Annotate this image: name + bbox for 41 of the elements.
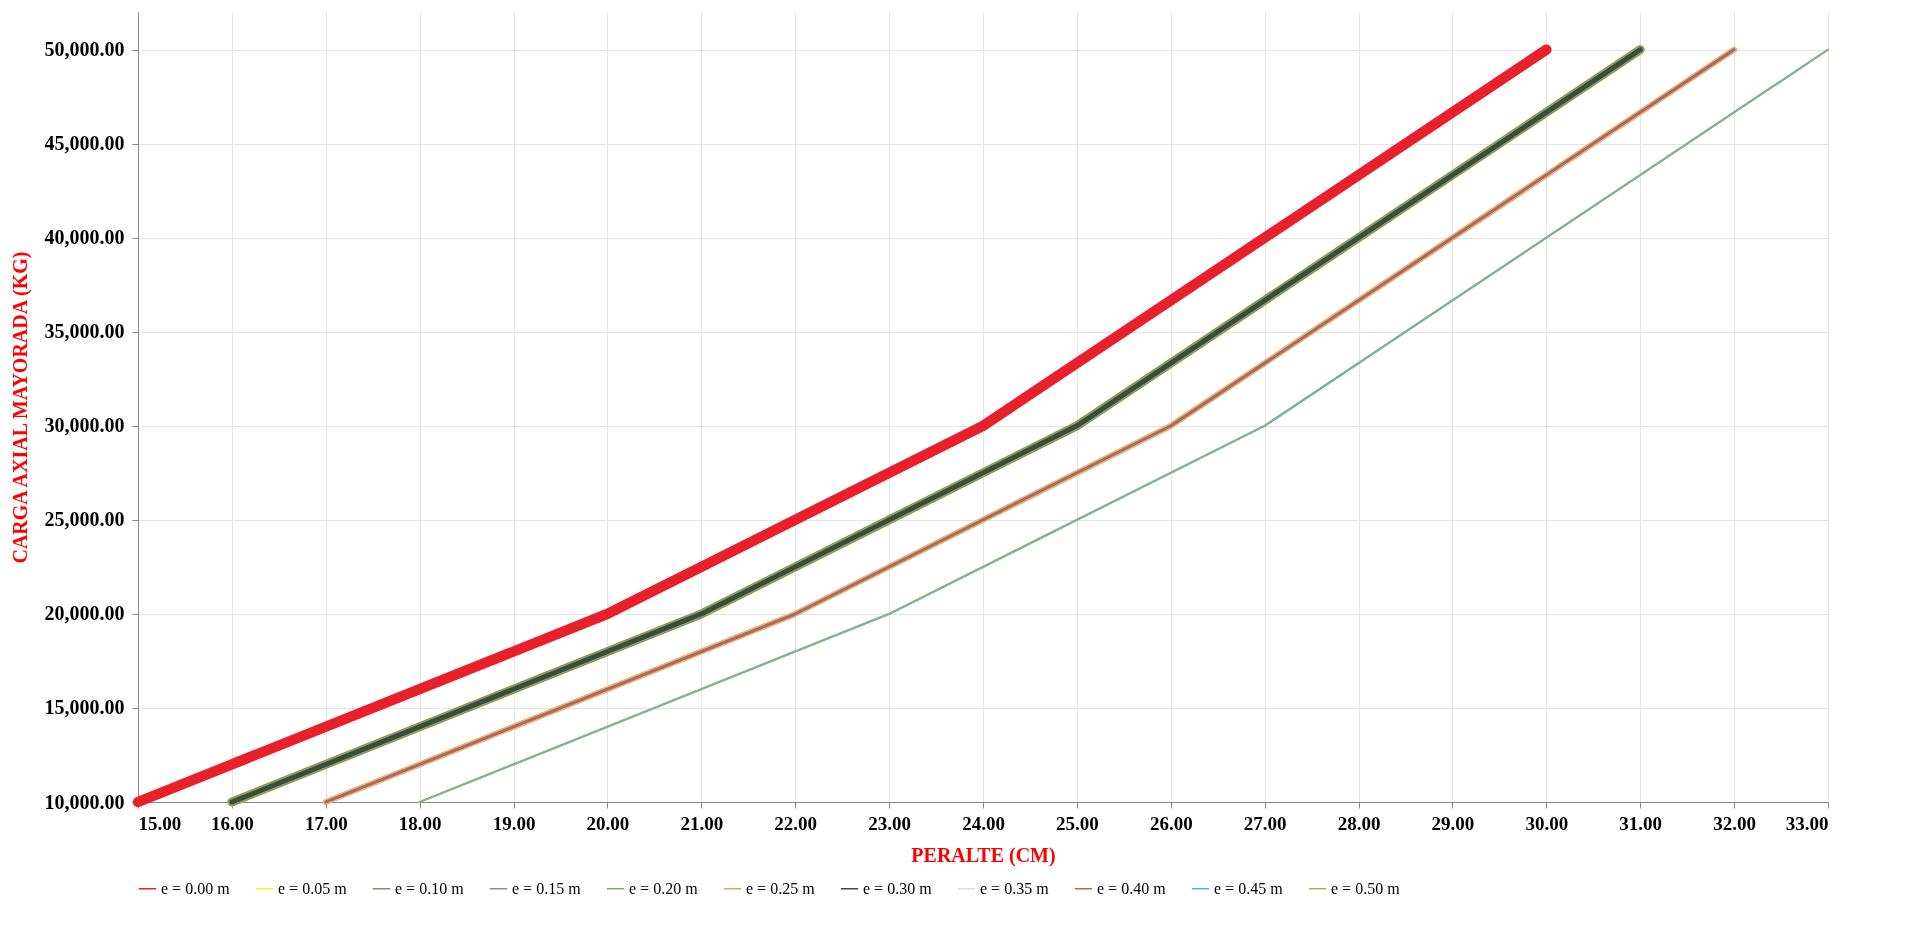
x-tick-label: 26.00 (1149, 812, 1193, 834)
y-tick-label: 20,000.00 (44, 602, 125, 625)
x-tick-label: 17.00 (304, 812, 348, 834)
legend-label: e = 0.30 m (863, 879, 933, 897)
y-tick-label: 25,000.00 (44, 508, 125, 531)
legend-label: e = 0.45 m (1214, 879, 1284, 897)
legend-label: e = 0.05 m (278, 879, 348, 897)
y-axis-title: CARGA AXIAL MAYORADA (KG) (8, 251, 32, 564)
x-tick-label: 16.00 (211, 812, 254, 834)
y-tick-label: 45,000.00 (44, 132, 125, 155)
y-tick-label: 15,000.00 (44, 696, 125, 719)
x-tick-label: 32.00 (1713, 812, 1756, 834)
x-axis-title: PERALTE (CM) (911, 843, 1056, 867)
x-tick-label: 24.00 (962, 812, 1005, 834)
legend-label: e = 0.10 m (395, 879, 465, 897)
y-tick-label: 30,000.00 (44, 414, 125, 437)
legend-label: e = 0.25 m (746, 879, 816, 897)
x-tick-label: 18.00 (398, 812, 442, 834)
y-tick-label: 35,000.00 (44, 320, 125, 343)
legend-label: e = 0.40 m (1097, 879, 1167, 897)
x-tick-label: 33.00 (1785, 812, 1829, 834)
legend-label: e = 0.00 m (161, 879, 231, 897)
x-tick-label: 22.00 (774, 812, 818, 834)
x-tick-label: 31.00 (1619, 812, 1663, 834)
x-tick-label: 23.00 (868, 812, 911, 834)
x-tick-label: 20.00 (586, 812, 630, 834)
y-tick-label: 50,000.00 (44, 38, 125, 61)
x-tick-label: 29.00 (1431, 812, 1475, 834)
x-tick-label: 28.00 (1337, 812, 1381, 834)
legend-label: e = 0.35 m (980, 879, 1050, 897)
y-tick-label: 40,000.00 (44, 226, 125, 249)
x-tick-label: 25.00 (1056, 812, 1099, 834)
legend-label: e = 0.50 m (1331, 879, 1401, 897)
x-tick-label: 27.00 (1243, 812, 1287, 834)
legend-label: e = 0.20 m (629, 879, 699, 897)
y-tick-label: 10,000.00 (44, 790, 125, 813)
x-tick-label: 21.00 (680, 812, 724, 834)
legend-label: e = 0.15 m (512, 879, 582, 897)
x-tick-label: 15.00 (138, 812, 182, 834)
x-tick-label: 19.00 (492, 812, 536, 834)
x-tick-label: 30.00 (1525, 812, 1569, 834)
